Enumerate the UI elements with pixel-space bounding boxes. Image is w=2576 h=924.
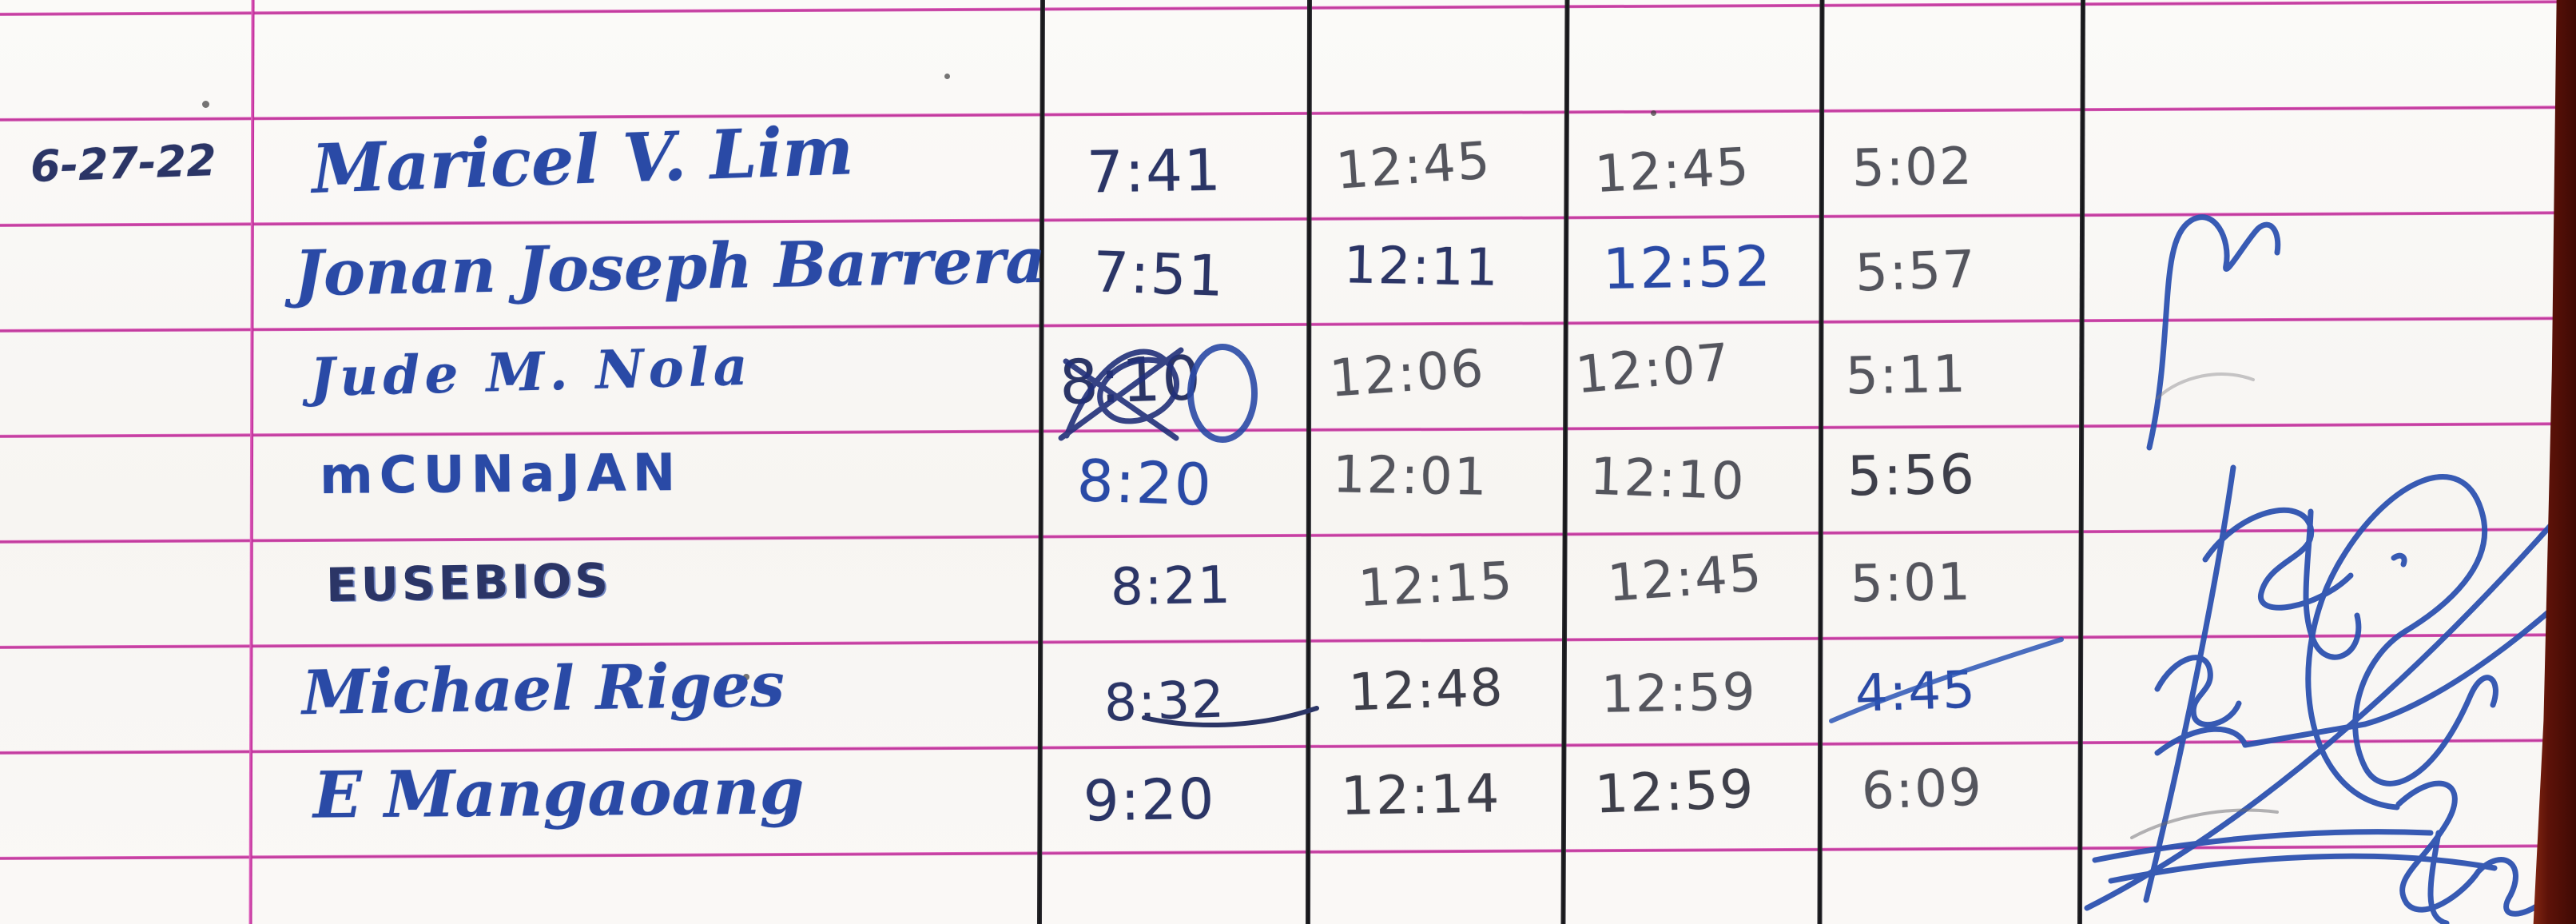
- time-cell: 12:15: [1357, 551, 1516, 619]
- date-cell: 6-27-22: [29, 134, 217, 193]
- time-cell: 8:32: [1103, 670, 1226, 734]
- time-cell: 12:59: [1600, 663, 1758, 725]
- time-cell: 12:48: [1347, 658, 1505, 723]
- time-cell: 12:07: [1573, 333, 1734, 406]
- paper-speck: [1651, 110, 1656, 116]
- time-cell: 12:45: [1593, 137, 1752, 205]
- time-cell: 12:52: [1602, 233, 1773, 302]
- name-cell: mCUNaJAN: [319, 444, 682, 506]
- name-cell: EUSEBIOS: [325, 552, 612, 613]
- time-cell: 5:01: [1850, 552, 1973, 615]
- time-cell: 12:01: [1332, 445, 1489, 508]
- time-cell: 6:09: [1860, 758, 1984, 822]
- time-cell: 12:06: [1327, 339, 1487, 409]
- time-cell: 8:20: [1075, 447, 1214, 519]
- name-cell: Jonan Joseph Barrera: [293, 224, 1047, 311]
- time-cell: 12:45: [1334, 131, 1493, 201]
- name-cell: Maricel V. Lim: [310, 110, 855, 209]
- time-cell: 7:41: [1086, 136, 1223, 206]
- time-cell: 5:56: [1847, 443, 1977, 509]
- paper-speck: [202, 101, 209, 108]
- paper-speck: [743, 674, 749, 680]
- name-cell: Michael Riges: [301, 648, 785, 729]
- time-cell: 12:45: [1605, 544, 1765, 614]
- time-cell: 9:20: [1083, 766, 1216, 834]
- name-cell: Jude M. Nola: [309, 334, 753, 409]
- time-cell: 4:45: [1854, 660, 1978, 724]
- time-cell: 12:59: [1593, 758, 1756, 826]
- time-cell: 8:10: [1058, 341, 1204, 419]
- time-cell: 12:10: [1588, 447, 1747, 512]
- time-cell: 8:21: [1110, 556, 1233, 618]
- name-cell: E Mangaoang: [312, 753, 805, 833]
- paper-speck: [944, 74, 950, 79]
- time-cell: 12:11: [1343, 236, 1501, 298]
- time-cell: 5:57: [1854, 240, 1978, 304]
- time-cell: 12:14: [1340, 763, 1501, 827]
- time-cell: 5:02: [1851, 137, 1974, 199]
- time-cell: 7:51: [1091, 239, 1226, 309]
- time-cell: 5:11: [1845, 345, 1968, 407]
